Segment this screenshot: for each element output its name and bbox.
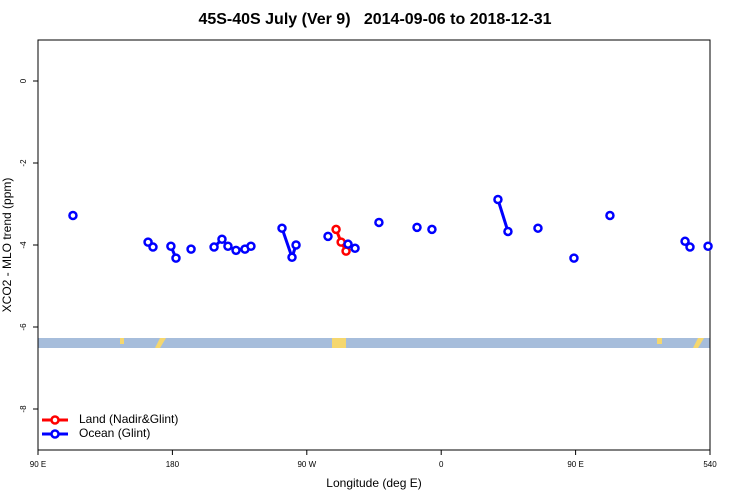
legend-label: Ocean (Glint) (79, 426, 150, 440)
point (287, 252, 297, 263)
point (503, 226, 513, 237)
x-tick-label: 180 (166, 460, 180, 469)
point (209, 242, 219, 252)
point (703, 241, 713, 251)
point (350, 243, 360, 254)
y-tick-label: -6 (19, 323, 28, 331)
point (68, 210, 78, 221)
point (412, 222, 422, 233)
point (323, 231, 333, 242)
point (217, 234, 227, 245)
point (246, 241, 256, 251)
y-tick-label: -2 (19, 159, 28, 167)
point (277, 223, 287, 233)
point (291, 240, 301, 250)
x-tick-label: 90 E (567, 460, 583, 469)
y-tick-label: -4 (19, 241, 28, 249)
x-tick-label: 90 W (297, 460, 316, 469)
point (605, 210, 615, 221)
y-tick-label: -8 (19, 405, 28, 413)
point (680, 236, 690, 247)
point (533, 223, 543, 233)
legend-marker (50, 415, 60, 425)
x-tick-label: 0 (439, 460, 444, 469)
chart-title: 45S-40S July (Ver 9) 2014-09-06 to 2018-… (198, 11, 551, 28)
point (223, 241, 233, 251)
point (427, 224, 437, 235)
x-tick-label: 90 E (30, 460, 46, 469)
point (171, 253, 181, 263)
y-axis-label: XCO2 - MLO trend (ppm) (0, 178, 14, 313)
point (231, 245, 241, 256)
point (343, 239, 353, 249)
map-strip (38, 338, 710, 348)
point (493, 194, 503, 205)
legend-label: Land (Nadir&Glint) (79, 412, 178, 426)
point (374, 217, 384, 228)
x-tick-label: 540 (703, 460, 717, 469)
legend-marker (50, 429, 60, 439)
point (331, 224, 341, 235)
plot-frame (37, 39, 711, 451)
point (569, 253, 579, 263)
y-tick-label: 0 (19, 78, 28, 83)
x-axis-label: Longitude (deg E) (326, 476, 421, 490)
point (186, 244, 196, 254)
point (685, 242, 695, 252)
point (166, 241, 176, 251)
point (148, 242, 158, 252)
